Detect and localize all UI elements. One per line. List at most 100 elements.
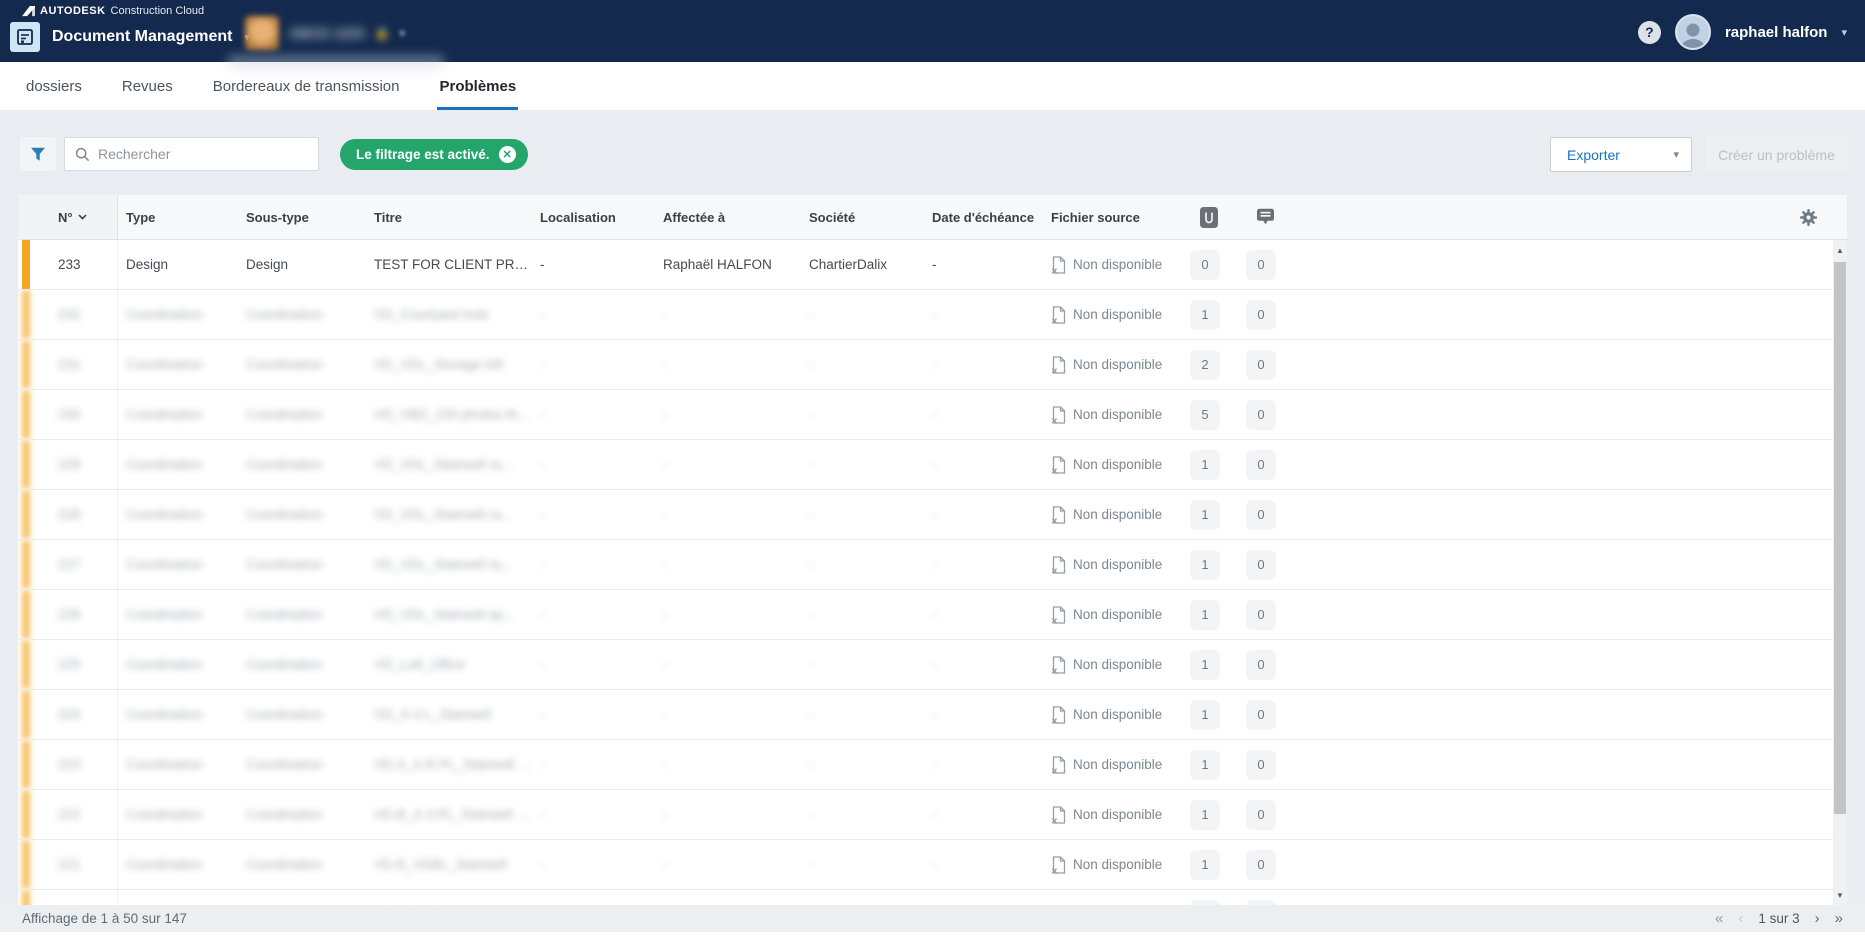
comments-badge[interactable]: 0 — [1246, 849, 1276, 880]
attachments-badge[interactable]: 1 — [1190, 649, 1220, 680]
table-row[interactable]: 223 Coordination Coordination VD.A_A.R.P… — [18, 740, 1847, 790]
table-row[interactable]: 225 Coordination Coordination VD_Loft_Of… — [18, 640, 1847, 690]
column-header-fichier-source[interactable]: Fichier source — [1051, 209, 1140, 225]
table-row[interactable]: 227 Coordination Coordination VD_VDL_Sta… — [18, 540, 1847, 590]
cell-company: ChartierDalix — [809, 257, 888, 272]
search-input[interactable] — [98, 146, 308, 162]
filter-button[interactable] — [20, 137, 56, 171]
vertical-scrollbar[interactable]: ▲ ▼ — [1833, 240, 1847, 905]
next-page-icon[interactable]: › — [1814, 910, 1820, 927]
source-status: Non disponible — [1073, 357, 1163, 372]
previous-page-icon[interactable]: ‹ — [1738, 910, 1744, 927]
export-button[interactable]: Exporter ▾ — [1550, 137, 1692, 172]
cell-assignee: Raphaël HALFON — [663, 257, 772, 272]
table-row[interactable]: 229 Coordination Coordination VD_VDL_Sta… — [18, 440, 1847, 490]
table-row[interactable]: 233 Design Design TEST FOR CLIENT PROB..… — [18, 240, 1847, 290]
comments-badge[interactable]: 0 — [1246, 899, 1276, 905]
attachments-badge[interactable]: 1 — [1190, 849, 1220, 880]
table-row[interactable]: 220 Coordination Coordination VD_VDL_Sta… — [18, 890, 1847, 905]
attachments-badge[interactable]: 5 — [1190, 399, 1220, 430]
project-selector[interactable]: ABCD 1234 🔒 ▾ — [245, 16, 405, 50]
tab-bordereaux[interactable]: Bordereaux de transmission — [193, 62, 420, 110]
table-row[interactable]: 228 Coordination Coordination VD_VDL_Sta… — [18, 490, 1847, 540]
cell-due-date: - — [932, 457, 937, 472]
user-menu[interactable]: raphael halfon — [1724, 23, 1828, 41]
document-management-icon[interactable] — [10, 22, 40, 52]
clear-filter-icon[interactable]: ✕ — [498, 146, 516, 163]
help-icon[interactable]: ? — [1637, 20, 1661, 44]
table-row[interactable]: 221 Coordination Coordination VD.B_VDBL_… — [18, 840, 1847, 890]
cell-subtype: Coordination — [246, 757, 323, 772]
attachments-badge[interactable]: 1 — [1190, 799, 1220, 830]
column-header-societe[interactable]: Société — [809, 209, 856, 225]
issue-status-bar — [22, 390, 30, 439]
table-row[interactable]: 230 Coordination Coordination VD_VBD_150… — [18, 390, 1847, 440]
attachments-badge[interactable]: 1 — [1190, 499, 1220, 530]
comments-badge[interactable]: 0 — [1246, 499, 1276, 530]
cell-attachments: 1 — [1177, 899, 1233, 905]
attachments-badge[interactable]: 0 — [1190, 249, 1220, 280]
search-box[interactable] — [64, 137, 319, 171]
issue-status-bar — [22, 440, 30, 489]
create-issue-button[interactable]: Créer un problème — [1706, 137, 1847, 172]
attachments-badge[interactable]: 1 — [1190, 299, 1220, 330]
first-page-icon[interactable]: « — [1715, 910, 1724, 927]
comments-badge[interactable]: 0 — [1246, 449, 1276, 480]
comments-badge[interactable]: 0 — [1246, 649, 1276, 680]
attachments-badge[interactable]: 1 — [1190, 899, 1220, 905]
table-row[interactable]: 224 Coordination Coordination VD_A.V.L_S… — [18, 690, 1847, 740]
attachments-badge[interactable]: 2 — [1190, 349, 1220, 380]
cell-source-file: Non disponible — [1043, 705, 1177, 724]
scroll-up-icon[interactable]: ▲ — [1836, 245, 1844, 255]
table-settings-button[interactable] — [1785, 208, 1847, 226]
column-header-type[interactable]: Type — [126, 209, 156, 225]
app-switcher[interactable]: Document Management ▾ — [10, 22, 250, 52]
issue-number: 224 — [58, 707, 81, 722]
attachments-badge[interactable]: 1 — [1190, 449, 1220, 480]
cell-attachments: 1 — [1177, 749, 1233, 780]
source-status: Non disponible — [1073, 757, 1163, 772]
attachments-badge[interactable]: 1 — [1190, 599, 1220, 630]
attachments-badge[interactable]: 1 — [1190, 749, 1220, 780]
column-header-titre[interactable]: Titre — [374, 209, 402, 225]
column-header-affectee[interactable]: Affectée à — [663, 209, 726, 225]
column-header-comments[interactable] — [1233, 208, 1289, 226]
cell-source-file: Non disponible — [1043, 805, 1177, 824]
comment-icon — [1256, 208, 1274, 225]
comments-badge[interactable]: 0 — [1246, 399, 1276, 430]
table-row[interactable]: 222 Coordination Coordination VD.B_A.V.P… — [18, 790, 1847, 840]
comments-badge[interactable]: 0 — [1246, 299, 1276, 330]
last-page-icon[interactable]: » — [1834, 910, 1843, 927]
column-header-soustype[interactable]: Sous-type — [246, 209, 309, 225]
attachments-badge[interactable]: 1 — [1190, 699, 1220, 730]
column-header-attachments[interactable] — [1177, 206, 1233, 228]
comments-badge[interactable]: 0 — [1246, 599, 1276, 630]
comments-badge[interactable]: 0 — [1246, 349, 1276, 380]
cell-location: - — [540, 657, 545, 672]
table-row[interactable]: 231 Coordination Coordination VD_VDL_Sto… — [18, 340, 1847, 390]
column-header-localisation[interactable]: Localisation — [540, 209, 616, 225]
issue-status-bar — [22, 590, 30, 639]
avatar[interactable] — [1674, 14, 1711, 50]
column-header-date-echeance[interactable]: Date d'échéance — [932, 209, 1035, 225]
comments-badge[interactable]: 0 — [1246, 799, 1276, 830]
cell-comments: 0 — [1233, 699, 1289, 730]
tab-dossiers[interactable]: dossiers — [6, 62, 102, 110]
app-title[interactable]: Document Management — [52, 28, 233, 45]
tab-revues[interactable]: Revues — [102, 62, 193, 110]
cell-location: - — [540, 707, 545, 722]
cell-comments: 0 — [1233, 349, 1289, 380]
scroll-down-icon[interactable]: ▼ — [1836, 890, 1844, 900]
tab-problemes[interactable]: Problèmes — [419, 62, 536, 110]
scrollbar-thumb[interactable] — [1834, 262, 1846, 814]
attachments-badge[interactable]: 1 — [1190, 549, 1220, 580]
table-row[interactable]: 232 Coordination Coordination VD_Courtya… — [18, 290, 1847, 340]
comments-badge[interactable]: 0 — [1246, 699, 1276, 730]
comments-badge[interactable]: 0 — [1246, 249, 1276, 280]
table-row[interactable]: 226 Coordination Coordination VD_VDL_Sta… — [18, 590, 1847, 640]
top-bar: AUTODESK Construction Cloud Document Man… — [0, 0, 1865, 62]
comments-badge[interactable]: 0 — [1246, 749, 1276, 780]
cell-no: 233 — [18, 240, 118, 289]
comments-badge[interactable]: 0 — [1246, 549, 1276, 580]
column-header-no[interactable]: N° — [18, 195, 118, 239]
